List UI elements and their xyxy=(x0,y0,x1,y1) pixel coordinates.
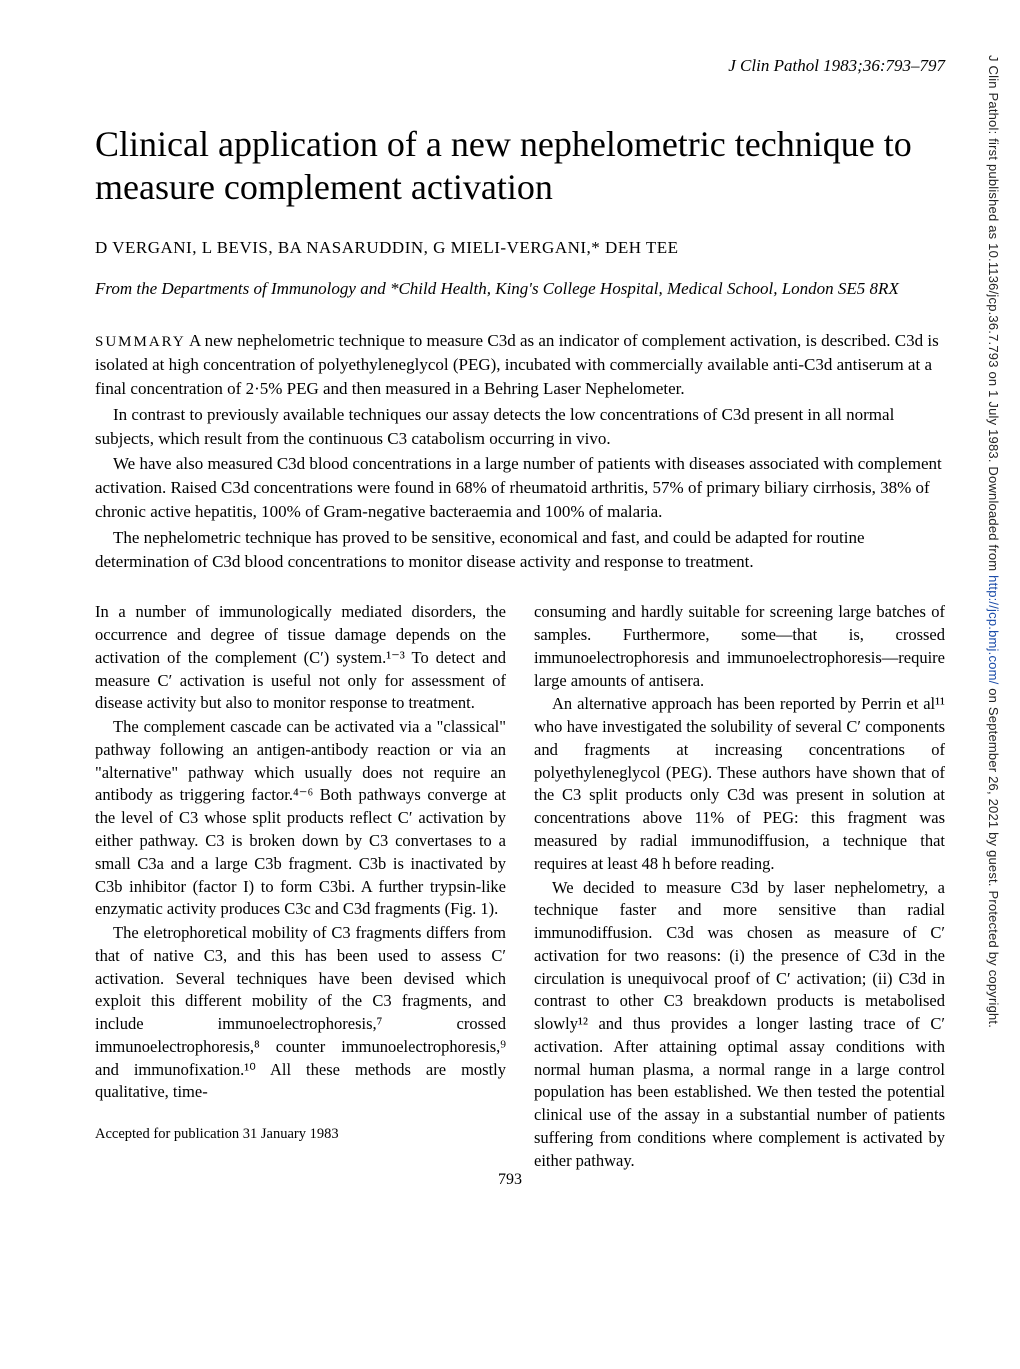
left-p2: The complement cascade can be activated … xyxy=(95,716,506,921)
sidebar-suffix: on September 26, 2021 by guest. Protecte… xyxy=(986,684,1001,1028)
authors: D VERGANI, L BEVIS, BA NASARUDDIN, G MIE… xyxy=(95,237,945,260)
copyright-sidebar: J Clin Pathol: first published as 10.113… xyxy=(984,55,1002,1028)
left-p1: In a number of immunologically mediated … xyxy=(95,601,506,715)
right-p3: We decided to measure C3d by laser nephe… xyxy=(534,877,945,1173)
summary-p3: We have also measured C3d blood concentr… xyxy=(95,452,945,523)
affiliation: From the Departments of Immunology and *… xyxy=(95,278,945,301)
left-p3: The eletrophoretical mobility of C3 frag… xyxy=(95,922,506,1104)
summary-p1: A new nephelometric technique to measure… xyxy=(95,331,939,398)
right-p2: An alternative approach has been reporte… xyxy=(534,693,945,875)
journal-header: J Clin Pathol 1983;36:793–797 xyxy=(95,55,945,78)
body-columns: In a number of immunologically mediated … xyxy=(95,601,945,1173)
summary-p2: In contrast to previously available tech… xyxy=(95,403,945,451)
right-column: consuming and hardly suitable for screen… xyxy=(534,601,945,1173)
accepted-line: Accepted for publication 31 January 1983 xyxy=(95,1124,506,1144)
right-p1: consuming and hardly suitable for screen… xyxy=(534,601,945,692)
sidebar-prefix: J Clin Pathol: first published as 10.113… xyxy=(986,55,1001,575)
summary-block: SUMMARY A new nephelometric technique to… xyxy=(95,329,945,573)
left-column: In a number of immunologically mediated … xyxy=(95,601,506,1173)
summary-label: SUMMARY xyxy=(95,334,186,350)
page-number: 793 xyxy=(498,1169,522,1191)
sidebar-link[interactable]: http://jcp.bmj.com/ xyxy=(986,575,1001,684)
article-title: Clinical application of a new nephelomet… xyxy=(95,123,945,209)
summary-p4: The nephelometric technique has proved t… xyxy=(95,526,945,574)
